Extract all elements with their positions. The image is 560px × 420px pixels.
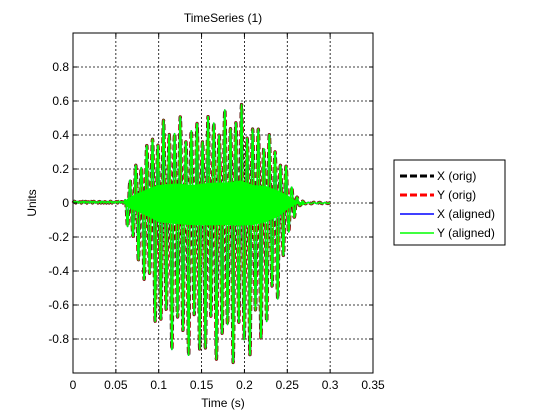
x-axis-label: Time (s)	[201, 396, 245, 410]
y-tick-label: 0	[62, 196, 69, 210]
y-tick-label: -0.4	[48, 264, 69, 278]
y-tick-label: 0.6	[52, 94, 69, 108]
y-axis: 0.8 0.6 0.4 0.2 0 -0.2 -0.4 -0.6 -0.8	[48, 60, 373, 346]
x-tick-label: 0.05	[104, 378, 128, 392]
signal-layer	[71, 102, 332, 365]
legend-box	[393, 159, 506, 246]
legend: X (orig) Y (orig) X (aligned) Y (aligned)	[393, 159, 506, 246]
legend-label-3: X (aligned)	[437, 207, 495, 221]
series-core-band	[123, 180, 306, 226]
legend-label-4: Y (aligned)	[437, 226, 495, 240]
y-tick-label: -0.8	[48, 332, 69, 346]
x-tick-label: 0	[70, 378, 77, 392]
x-tick-label: 0.35	[361, 378, 385, 392]
x-tick-label: 0.25	[276, 378, 300, 392]
x-tick-label: 0.3	[322, 378, 339, 392]
y-tick-label: 0.2	[52, 162, 69, 176]
x-tick-label: 0.15	[190, 378, 214, 392]
y-tick-label: -0.6	[48, 298, 69, 312]
y-axis-label: Units	[25, 189, 39, 216]
x-tick-label: 0.1	[150, 378, 167, 392]
chart-title: TimeSeries (1)	[184, 11, 262, 25]
x-axis: 0 0.05 0.1 0.15 0.2 0.25 0.3 0.35	[70, 33, 385, 392]
legend-label-2: Y (orig)	[437, 188, 476, 202]
x-tick-label: 0.2	[236, 378, 253, 392]
y-tick-label: 0.8	[52, 60, 69, 74]
y-tick-label: 0.4	[52, 128, 69, 142]
legend-label-1: X (orig)	[437, 169, 476, 183]
y-tick-label: -0.2	[48, 230, 69, 244]
